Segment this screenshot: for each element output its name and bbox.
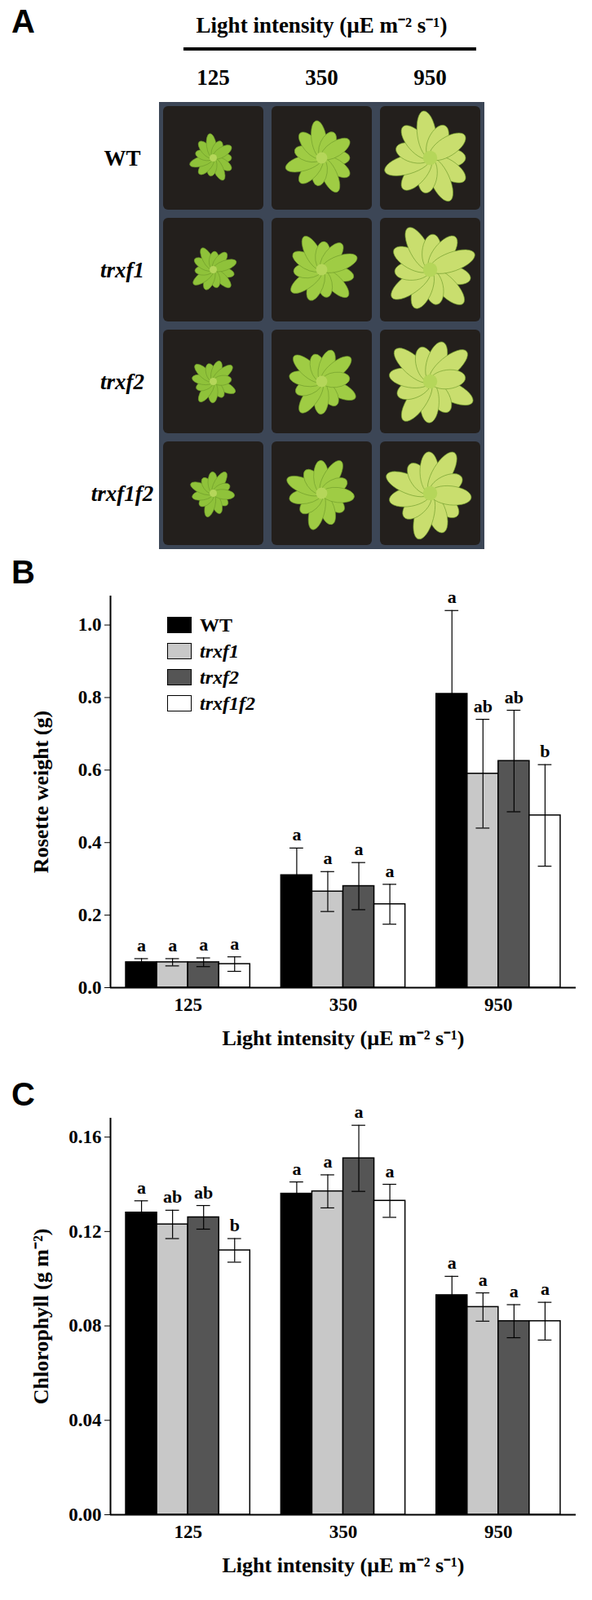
svg-text:a: a [322,847,332,868]
svg-text:ab: ab [194,1181,213,1202]
svg-text:0.00: 0.00 [68,1503,102,1525]
svg-text:125: 125 [196,65,230,90]
svg-text:a: a [322,1150,332,1171]
svg-text:1.0: 1.0 [78,614,102,635]
html-text:trxf2: trxf2 [199,665,239,687]
html-text:trxf1: trxf1 [199,639,239,661]
svg-text:a: a [291,823,301,844]
svg-text:a: a [291,1157,301,1179]
svg-text:0.08: 0.08 [68,1314,102,1335]
html-text:WT: WT [199,613,233,635]
svg-text:Light intensity (µE m⁻² s⁻¹): Light intensity (µE m⁻² s⁻¹) [221,1552,464,1577]
svg-text:a: a [385,860,395,881]
svg-text:a: a [198,933,208,955]
svg-text:0.04: 0.04 [68,1409,102,1430]
svg-text:350: 350 [329,994,358,1015]
svg-text:350: 350 [304,65,339,90]
svg-text:b: b [539,740,550,761]
svg-text:350: 350 [329,1520,358,1542]
svg-text:Light intensity (µE m⁻² s⁻¹): Light intensity (µE m⁻² s⁻¹) [196,13,448,38]
svg-text:a: a [447,586,457,607]
svg-text:0.2: 0.2 [78,904,102,925]
html-text:trxf1f2: trxf1f2 [199,691,256,714]
svg-text:950: 950 [413,65,447,90]
svg-text:Rosette weight (g): Rosette weight (g) [29,710,54,873]
svg-text:0.4: 0.4 [78,831,102,853]
svg-text:950: 950 [484,1520,513,1542]
svg-text:0.16: 0.16 [68,1126,102,1147]
svg-text:0.12: 0.12 [68,1220,102,1242]
svg-text:0.8: 0.8 [78,686,102,707]
svg-text:a: a [478,1268,488,1290]
svg-text:a: a [136,1176,146,1198]
svg-text:trxf1f2: trxf1f2 [91,481,155,506]
svg-text:ab: ab [504,686,524,707]
svg-text:ab: ab [163,1185,182,1207]
svg-text:a: a [167,934,177,955]
svg-text:a: a [354,1100,364,1122]
svg-text:a: a [229,932,239,954]
svg-text:Light intensity (µE m⁻² s⁻¹): Light intensity (µE m⁻² s⁻¹) [221,1025,464,1050]
svg-text:a: a [447,1251,457,1273]
svg-text:a: a [354,838,364,859]
svg-text:trxf2: trxf2 [100,369,145,394]
svg-text:WT: WT [103,145,141,171]
svg-text:a: a [509,1280,519,1301]
html-text:C: C [11,1075,35,1112]
svg-text:0.6: 0.6 [78,759,102,780]
svg-text:a: a [136,934,146,955]
svg-text:125: 125 [173,994,203,1015]
svg-text:a: a [540,1277,550,1299]
svg-text:950: 950 [484,994,513,1015]
html-text:B: B [11,553,35,590]
svg-text:Chlorophyll (g m⁻²): Chlorophyll (g m⁻²) [29,1228,54,1405]
html-text:A: A [11,3,35,40]
svg-text:b: b [229,1214,240,1235]
svg-text:trxf1: trxf1 [100,257,145,283]
svg-text:0.0: 0.0 [78,976,102,998]
svg-text:ab: ab [473,695,493,716]
svg-text:125: 125 [173,1520,203,1542]
svg-text:a: a [385,1160,395,1181]
